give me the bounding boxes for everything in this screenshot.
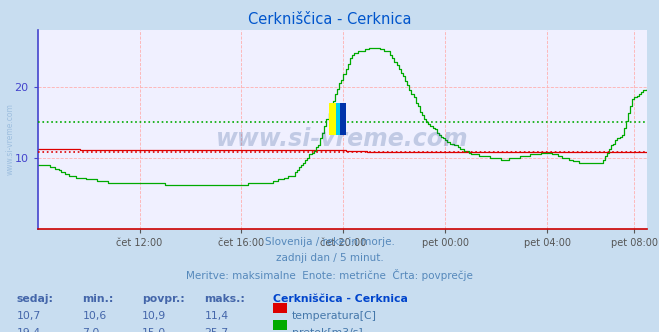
Text: sedaj:: sedaj: [16, 294, 53, 304]
Text: www.si-vreme.com: www.si-vreme.com [5, 104, 14, 175]
Text: www.si-vreme.com: www.si-vreme.com [216, 127, 469, 151]
Bar [341, 103, 345, 135]
Bar [329, 103, 335, 135]
Text: 10,9: 10,9 [142, 311, 166, 321]
Text: Slovenija / reke in morje.: Slovenija / reke in morje. [264, 237, 395, 247]
Bar [335, 103, 341, 135]
Text: pretok[m3/s]: pretok[m3/s] [292, 328, 362, 332]
Text: Meritve: maksimalne  Enote: metrične  Črta: povprečje: Meritve: maksimalne Enote: metrične Črta… [186, 269, 473, 281]
Text: 7,0: 7,0 [82, 328, 100, 332]
Text: Cerkniščica - Cerknica: Cerkniščica - Cerknica [273, 294, 409, 304]
Text: 25,7: 25,7 [204, 328, 229, 332]
Text: min.:: min.: [82, 294, 114, 304]
Text: Cerkniščica - Cerknica: Cerkniščica - Cerknica [248, 12, 411, 27]
Text: 10,7: 10,7 [16, 311, 41, 321]
Text: 10,6: 10,6 [82, 311, 107, 321]
Text: 15,0: 15,0 [142, 328, 166, 332]
Text: zadnji dan / 5 minut.: zadnji dan / 5 minut. [275, 253, 384, 263]
Text: temperatura[C]: temperatura[C] [292, 311, 377, 321]
Text: povpr.:: povpr.: [142, 294, 185, 304]
Text: maks.:: maks.: [204, 294, 245, 304]
Text: 11,4: 11,4 [204, 311, 229, 321]
Text: 19,4: 19,4 [16, 328, 41, 332]
